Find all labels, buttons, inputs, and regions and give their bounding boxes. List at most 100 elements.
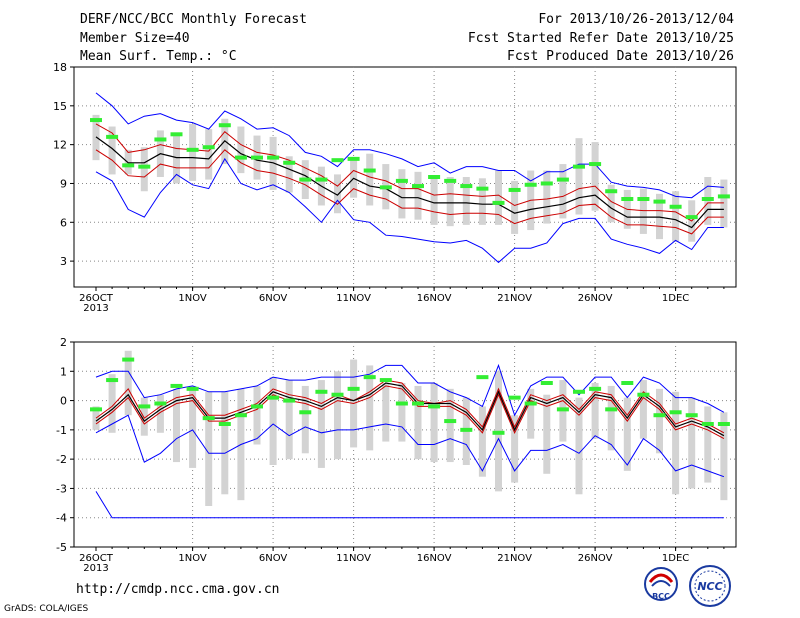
spread-box <box>285 380 293 460</box>
spread-box <box>543 170 551 224</box>
deterministic-marker <box>460 184 473 189</box>
deterministic-marker <box>508 395 521 400</box>
spread-box <box>623 397 631 471</box>
deterministic-marker <box>379 185 392 190</box>
deterministic-marker <box>186 147 199 152</box>
deterministic-marker <box>299 177 312 182</box>
plot-frame <box>73 66 737 288</box>
deterministic-marker <box>685 215 698 220</box>
spread-box <box>317 380 325 468</box>
spread-box <box>559 164 567 219</box>
spread-box <box>591 383 599 439</box>
y-tick-label: 6 <box>60 216 67 229</box>
deterministic-marker <box>90 118 102 123</box>
deterministic-marker <box>524 401 537 406</box>
y-tick-label: 9 <box>60 177 67 190</box>
x-tick-label: 6NOV <box>259 553 288 564</box>
spread-box <box>92 406 100 430</box>
deterministic-marker <box>315 177 328 182</box>
x-tick-label: 26OCT <box>79 293 114 304</box>
ensemble-mean-line <box>95 136 724 229</box>
spread-box <box>334 371 341 460</box>
deterministic-marker <box>669 410 682 415</box>
x-tick-label: 1NOV <box>178 553 207 564</box>
deterministic-marker <box>428 404 441 409</box>
deterministic-marker <box>540 181 553 186</box>
deterministic-marker <box>653 199 666 204</box>
ensemble-min-line <box>95 414 725 478</box>
ensemble-lower-line <box>95 149 724 235</box>
spread-box <box>575 397 583 495</box>
deterministic-marker <box>621 197 634 201</box>
x-tick-label: 26NOV <box>578 293 613 304</box>
deterministic-marker <box>508 187 521 192</box>
spread-box <box>398 383 406 442</box>
deterministic-marker <box>444 178 457 183</box>
deterministic-marker <box>605 407 618 412</box>
deterministic-marker <box>283 398 296 403</box>
spread-box <box>205 129 213 180</box>
spread-box <box>462 177 470 225</box>
deterministic-marker <box>717 194 730 199</box>
spread-box <box>688 397 696 489</box>
spread-box <box>140 397 148 436</box>
deterministic-marker <box>524 182 537 187</box>
y-tick-label: 1 <box>60 365 67 378</box>
x-tick-label: 26OCT <box>79 553 114 564</box>
x-tick-year-label: 2013 <box>83 563 108 574</box>
y-tick-label: 15 <box>53 100 67 113</box>
deterministic-marker <box>138 404 151 409</box>
y-tick-label: -1 <box>56 424 67 437</box>
deterministic-marker <box>202 145 215 150</box>
spread-box <box>672 391 680 495</box>
spread-box <box>189 385 197 468</box>
deterministic-marker <box>621 381 634 385</box>
deterministic-marker <box>154 401 167 406</box>
spread-box <box>108 126 116 175</box>
ensemble-max-line <box>95 92 724 199</box>
y-tick-label: -5 <box>56 541 67 554</box>
deterministic-marker <box>637 392 650 397</box>
spread-box <box>189 123 197 181</box>
spread-box <box>285 156 293 193</box>
deterministic-marker <box>556 407 569 412</box>
spread-box <box>656 193 663 240</box>
deterministic-marker <box>90 407 102 412</box>
spread-box <box>478 178 486 225</box>
deterministic-marker <box>122 357 135 362</box>
deterministic-marker <box>460 427 473 432</box>
spread-box <box>446 177 454 227</box>
deterministic-marker <box>315 389 328 394</box>
ensemble-upper-line <box>95 123 724 222</box>
deterministic-marker <box>138 164 151 169</box>
spread-box <box>639 188 647 234</box>
spread-box <box>140 147 148 192</box>
source-url[interactable]: http://cmdp.ncc.cma.gov.cn <box>76 582 280 597</box>
deterministic-marker <box>412 184 424 189</box>
spread-box <box>382 383 390 442</box>
spread-box <box>173 133 180 184</box>
spread-box <box>543 394 551 474</box>
deterministic-marker <box>170 132 183 137</box>
deterministic-marker <box>283 160 296 165</box>
ensemble-upper-line <box>95 379 725 434</box>
deterministic-marker <box>267 395 280 400</box>
spread-box <box>124 350 132 416</box>
deterministic-marker <box>444 419 457 424</box>
deterministic-marker <box>202 416 215 421</box>
deterministic-marker <box>347 156 360 161</box>
spread-box <box>672 191 680 242</box>
ncc-logo: NCC <box>689 565 731 607</box>
deterministic-marker <box>589 162 602 167</box>
deterministic-marker <box>267 155 280 160</box>
spread-box <box>414 171 422 220</box>
x-tick-label: 1DEC <box>662 293 689 304</box>
grads-credit: GrADS: COLA/IGES <box>4 604 89 614</box>
deterministic-marker <box>170 383 183 388</box>
deterministic-marker <box>717 422 730 426</box>
x-tick-label: 21NOV <box>497 553 532 564</box>
spread-box <box>495 170 502 225</box>
ensemble-mean-line <box>95 382 725 437</box>
